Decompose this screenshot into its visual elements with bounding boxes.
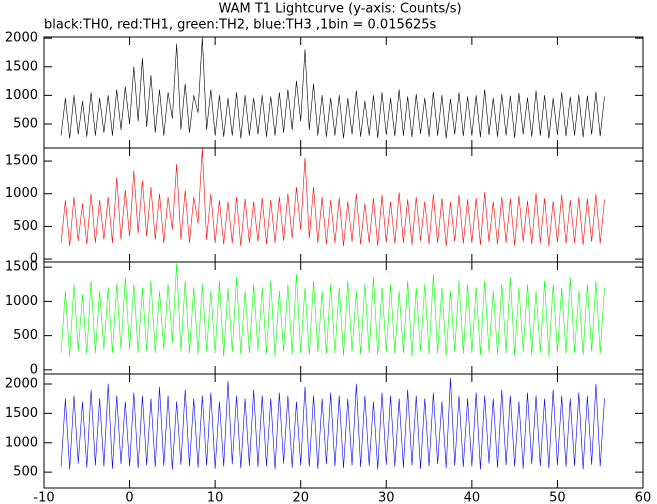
y-tick-label: 2000 <box>5 31 38 46</box>
y-tick-label: 1000 <box>5 294 38 309</box>
panel-frame <box>43 261 644 375</box>
x-tick-label: 50 <box>549 491 566 504</box>
y-tick-label: 500 <box>13 328 38 343</box>
chart-title: WAM T1 Lightcurve (y-axis: Counts/s) <box>218 2 461 17</box>
x-tick-label: 0 <box>125 491 133 504</box>
y-tick-label: 1500 <box>5 260 38 275</box>
x-tick-label: 30 <box>378 491 395 504</box>
y-tick-label: 1500 <box>5 406 38 421</box>
y-tick-label: 2000 <box>5 376 38 391</box>
panel-frame <box>43 36 644 149</box>
y-tick-label: 500 <box>13 219 38 234</box>
y-tick-label: 1000 <box>5 186 38 201</box>
x-tick-label: -10 <box>33 491 54 504</box>
y-tick-label: 500 <box>13 465 38 480</box>
y-tick-label: 1500 <box>5 59 38 74</box>
y-tick-label: 0 <box>30 362 38 377</box>
y-tick-label: 1000 <box>5 88 38 103</box>
light-curve <box>60 147 605 247</box>
y-tick-label: 500 <box>13 116 38 131</box>
x-tick-label: 60 <box>635 491 652 504</box>
light-curve <box>60 377 605 470</box>
light-curve <box>60 37 605 139</box>
y-tick-label: 1000 <box>5 435 38 450</box>
x-tick-label: 10 <box>207 491 224 504</box>
y-tick-label: 1500 <box>5 154 38 169</box>
x-tick-label: 20 <box>292 491 309 504</box>
chart-subtitle: black:TH0, red:TH1, green:TH2, blue:TH3 … <box>44 18 437 33</box>
light-curve <box>60 263 605 357</box>
y-tick-label: 0 <box>30 252 38 267</box>
x-tick-label: 40 <box>464 491 481 504</box>
panel-frame <box>43 373 644 489</box>
